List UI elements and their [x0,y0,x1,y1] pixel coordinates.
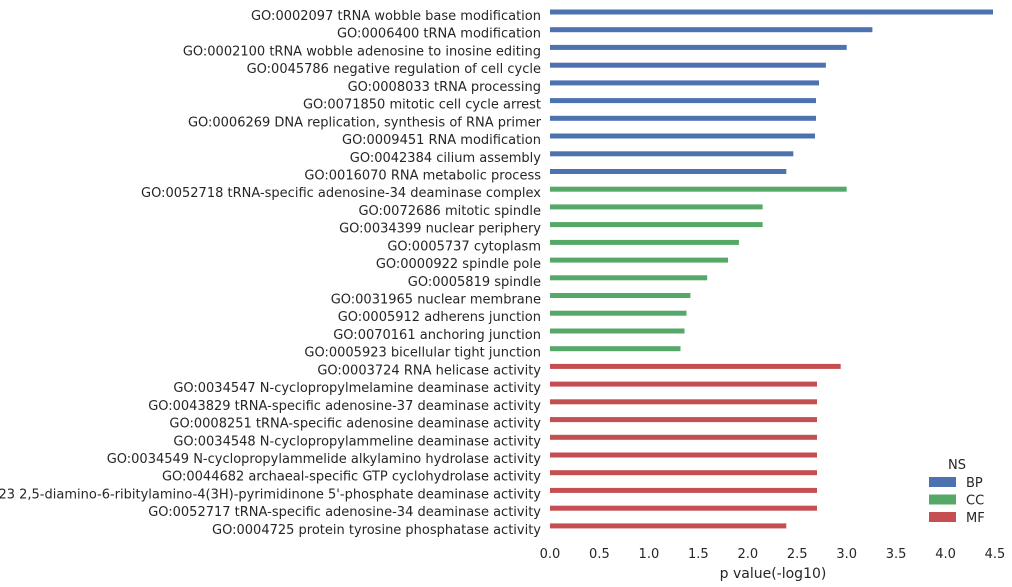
category-label: GO:0072686 mitotic spindle [358,204,541,219]
x-tick-label: 2.5 [787,547,808,562]
legend-swatch-cc [929,494,956,505]
bar-bp [550,98,816,104]
category-label: GO:0034549 N-cyclopropylammelide alkylam… [107,452,542,467]
legend: NS BP CC MF [929,458,985,526]
bar-bp [550,27,873,33]
category-label: GO:0045786 negative regulation of cell c… [247,62,541,77]
legend-swatch-mf [929,512,956,522]
x-tick-label: 1.5 [688,547,709,562]
x-tick-label: 4.5 [985,547,1006,562]
bar-cc [550,310,687,316]
category-label: GO:0005819 spindle [408,275,541,290]
category-labels: GO:0002097 tRNA wobble base modification… [0,9,542,538]
x-tick-label: 1.0 [639,547,660,562]
bar-mf [550,363,841,369]
category-label: GO:0071850 mitotic cell cycle arrest [303,98,541,113]
bar-mf [550,523,787,529]
bar-mf [550,417,817,423]
bar-bp [550,133,815,139]
bar-cc [550,346,681,352]
category-label: GO:0034547 N-cyclopropylmelamine deamina… [173,381,541,396]
bar-cc [550,275,708,281]
x-axis-label: p value(-log10) [720,566,827,582]
bar-bp [550,80,819,86]
x-tick-label: 3.5 [886,547,907,562]
category-label: GO:0006269 DNA replication, synthesis of… [188,115,542,130]
bar-mf [550,505,817,511]
legend-title: NS [948,458,966,473]
bar-cc [550,328,685,334]
category-label: GO:0009451 RNA modification [342,133,541,148]
x-axis-ticks: 0.0 0.5 1.0 1.5 2.0 2.5 3.0 3.5 4.0 4.5 [540,547,1006,562]
category-label: GO:0031965 nuclear membrane [331,293,541,308]
category-label: GO:0034548 N-cyclopropylammeline deamina… [173,434,541,449]
category-label: GO:0002100 tRNA wobble adenosine to inos… [183,44,541,59]
category-label: GO:0005923 bicellular tight junction [304,346,541,361]
category-label: GO:0016070 RNA metabolic process [304,169,541,184]
bar-bp [550,9,993,15]
bar-bp [550,115,816,121]
category-label: GO:0008251 tRNA-specific adenosine deami… [169,417,541,432]
category-label: GO:0034399 nuclear periphery [339,222,541,237]
category-label: GO:0042384 cilium assembly [350,151,542,166]
category-label: GO:0043723 2,5-diamino-6-ribitylamino-4(… [0,487,541,502]
category-label: GO:0003724 RNA helicase activity [317,363,541,378]
bars [550,9,993,529]
bar-cc [550,204,763,210]
bar-bp [550,151,794,157]
bar-cc [550,222,763,228]
category-label: GO:0052717 tRNA-specific adenosine-34 de… [148,505,541,520]
category-label: GO:0006400 tRNA modification [337,27,541,42]
legend-swatch-bp [929,477,956,487]
legend-label-cc: CC [966,494,984,509]
x-tick-label: 3.0 [836,547,857,562]
bar-cc [550,186,847,192]
category-label: GO:0008033 tRNA processing [348,80,541,95]
x-tick-label: 0.5 [589,547,610,562]
legend-label-bp: BP [966,476,983,491]
x-tick-label: 2.0 [737,547,758,562]
category-label: GO:0052718 tRNA-specific adenosine-34 de… [141,186,541,201]
bar-bp [550,44,847,50]
bar-cc [550,293,691,298]
bar-bp [550,62,826,68]
x-tick-label: 4.0 [935,547,956,562]
category-label: GO:0005737 cytoplasm [387,239,541,254]
bar-mf [550,452,817,458]
category-label: GO:0005912 adherens junction [338,310,541,325]
x-tick-label: 0.0 [540,547,561,562]
bar-mf [550,434,817,440]
bar-cc [550,239,739,245]
bar-bp [550,169,787,174]
category-label: GO:0044682 archaeal-specific GTP cyclohy… [162,470,541,485]
category-label: GO:0004725 protein tyrosine phosphatase … [212,523,541,538]
category-label: GO:0002097 tRNA wobble base modification [251,9,541,24]
bar-mf [550,470,817,476]
bar-cc [550,257,728,263]
bar-mf [550,381,817,387]
category-label: GO:0043829 tRNA-specific adenosine-37 de… [148,399,541,414]
bar-mf [550,399,817,405]
bar-mf [550,487,817,493]
category-label: GO:0000922 spindle pole [376,257,541,272]
legend-label-mf: MF [966,511,985,526]
category-label: GO:0070161 anchoring junction [333,328,541,343]
